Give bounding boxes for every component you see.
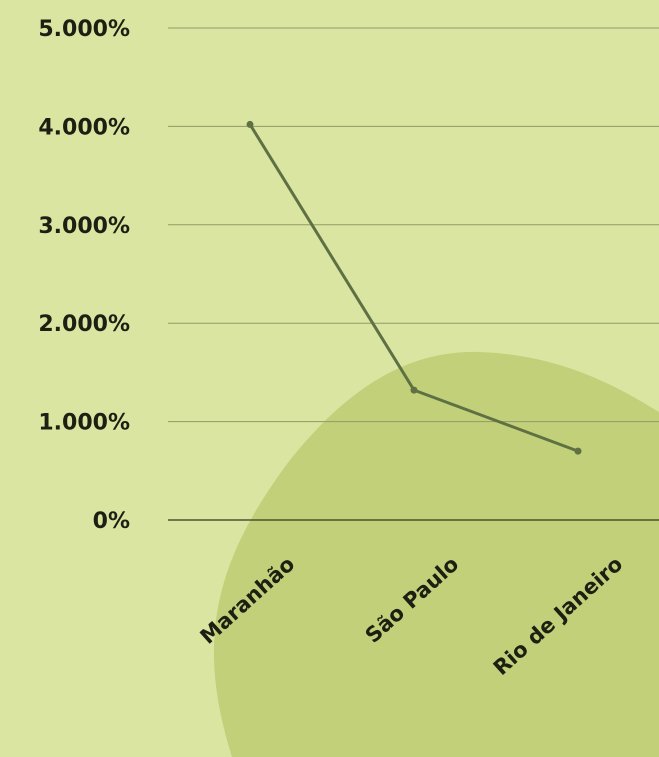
gridlines — [168, 27, 659, 521]
y-axis-tick-labels: 0% 1.000% 2.000% 3.000% 4.000% 5.000% — [38, 17, 130, 534]
background-blob — [213, 351, 659, 757]
data-point — [574, 447, 582, 455]
y-tick-label: 4.000% — [38, 115, 130, 140]
y-tick-label: 0% — [93, 509, 130, 534]
y-tick-label: 3.000% — [38, 214, 130, 239]
y-tick-label: 5.000% — [38, 17, 130, 42]
series — [246, 120, 582, 455]
data-point — [246, 120, 254, 128]
y-tick-label: 1.000% — [38, 411, 130, 436]
data-point — [410, 386, 418, 394]
y-tick-label: 2.000% — [38, 312, 130, 337]
